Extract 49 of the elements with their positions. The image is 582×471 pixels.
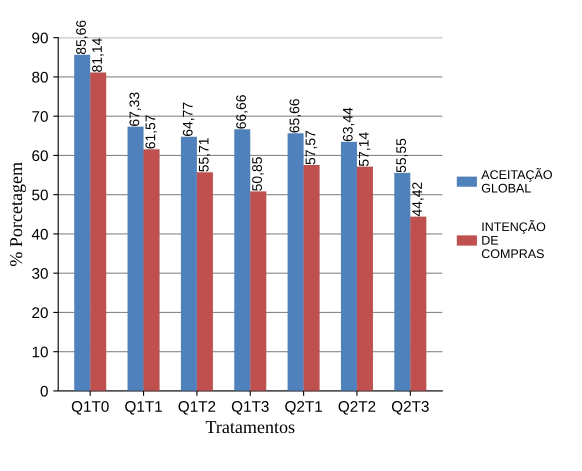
bar	[250, 191, 266, 391]
bar	[196, 172, 213, 391]
bar	[288, 133, 304, 391]
x-tick-label: Q1T3	[232, 401, 269, 415]
y-tick-label: 20	[32, 307, 48, 318]
bar	[128, 126, 144, 391]
y-tick-label: 10	[32, 346, 48, 358]
bar	[356, 166, 373, 391]
data-label: 85,66	[76, 20, 88, 54]
data-label: 55,71	[198, 138, 210, 172]
x-axis-title: Tratamentos	[206, 421, 294, 434]
data-label: 61,57	[145, 115, 157, 149]
bar	[180, 136, 197, 391]
x-tick-label: Q1T2	[178, 401, 216, 415]
legend-label: INTENÇÃO DE COMPRAS	[482, 220, 546, 258]
data-label: 64,77	[182, 102, 194, 136]
data-label: 50,85	[252, 157, 264, 191]
bar	[410, 216, 426, 391]
x-tick-label: Q2T1	[285, 401, 322, 415]
bar	[304, 164, 320, 391]
data-label: 57,14	[359, 132, 370, 166]
bar	[234, 129, 250, 391]
data-label: 57,57	[306, 130, 317, 164]
y-tick-label: 50	[32, 190, 48, 200]
data-label: 55,55	[396, 138, 408, 172]
y-tick-label: 90	[32, 32, 48, 44]
data-label: 81,14	[92, 38, 104, 72]
bar	[394, 172, 410, 391]
y-axis-title: % Porcetagem	[10, 162, 26, 266]
y-tick-label: 70	[32, 111, 48, 122]
bar	[74, 54, 90, 391]
data-label: 67,33	[129, 92, 141, 126]
x-tick-label: Q1T1	[125, 401, 162, 415]
bar	[340, 142, 357, 391]
bar	[90, 72, 106, 391]
y-tick-label: 0	[40, 386, 48, 397]
data-label: 44,42	[412, 182, 424, 216]
x-tick-label: Q2T2	[338, 401, 376, 415]
data-label: 65,66	[290, 99, 301, 133]
data-label: 66,66	[236, 95, 248, 129]
y-tick-label: 30	[32, 268, 48, 279]
legend-label: ACEITAÇÃO GLOBAL	[481, 168, 552, 193]
bar	[144, 149, 160, 391]
y-tick-label: 40	[32, 228, 48, 240]
x-tick-label: Q1T0	[72, 401, 109, 415]
x-tick-label: Q2T3	[392, 401, 429, 415]
data-label: 63,44	[342, 108, 354, 142]
y-tick-label: 80	[32, 72, 48, 83]
y-tick-label: 60	[32, 150, 48, 162]
